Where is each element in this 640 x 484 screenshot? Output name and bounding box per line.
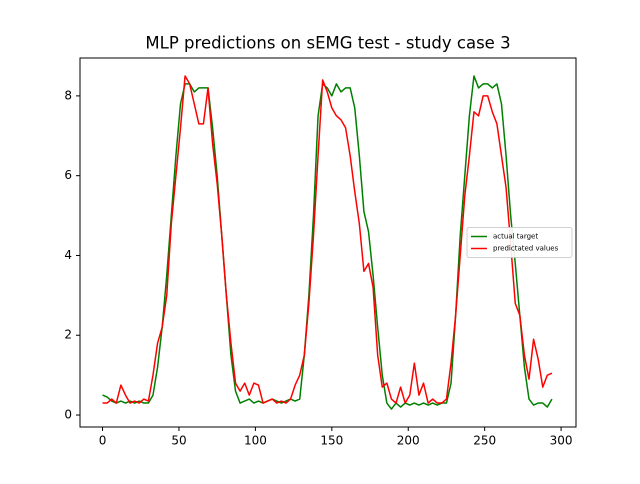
data-line <box>102 75 553 404</box>
x-tick-label: 250 <box>473 434 496 448</box>
x-tick-label: 200 <box>397 434 420 448</box>
legend: actual target predictated values <box>466 227 573 258</box>
y-tick-label: 0 <box>64 408 72 422</box>
y-tick-label: 8 <box>64 88 72 102</box>
legend-label: actual target <box>493 233 538 241</box>
x-tick-label: 100 <box>244 434 267 448</box>
legend-box <box>466 227 573 258</box>
x-tick-label: 50 <box>171 434 186 448</box>
x-tick-label: 0 <box>99 434 107 448</box>
y-tick-label: 6 <box>64 168 72 182</box>
axes-frame <box>79 57 577 428</box>
y-tick-label: 2 <box>64 328 72 342</box>
x-tick-label: 300 <box>550 434 573 448</box>
x-tick-label: 150 <box>320 434 343 448</box>
plot-area <box>102 75 553 410</box>
chart-title: MLP predictions on sEMG test - study cas… <box>145 34 510 53</box>
data-line <box>102 75 553 410</box>
legend-label: predictated values <box>493 245 559 253</box>
y-tick-label: 4 <box>64 248 72 262</box>
